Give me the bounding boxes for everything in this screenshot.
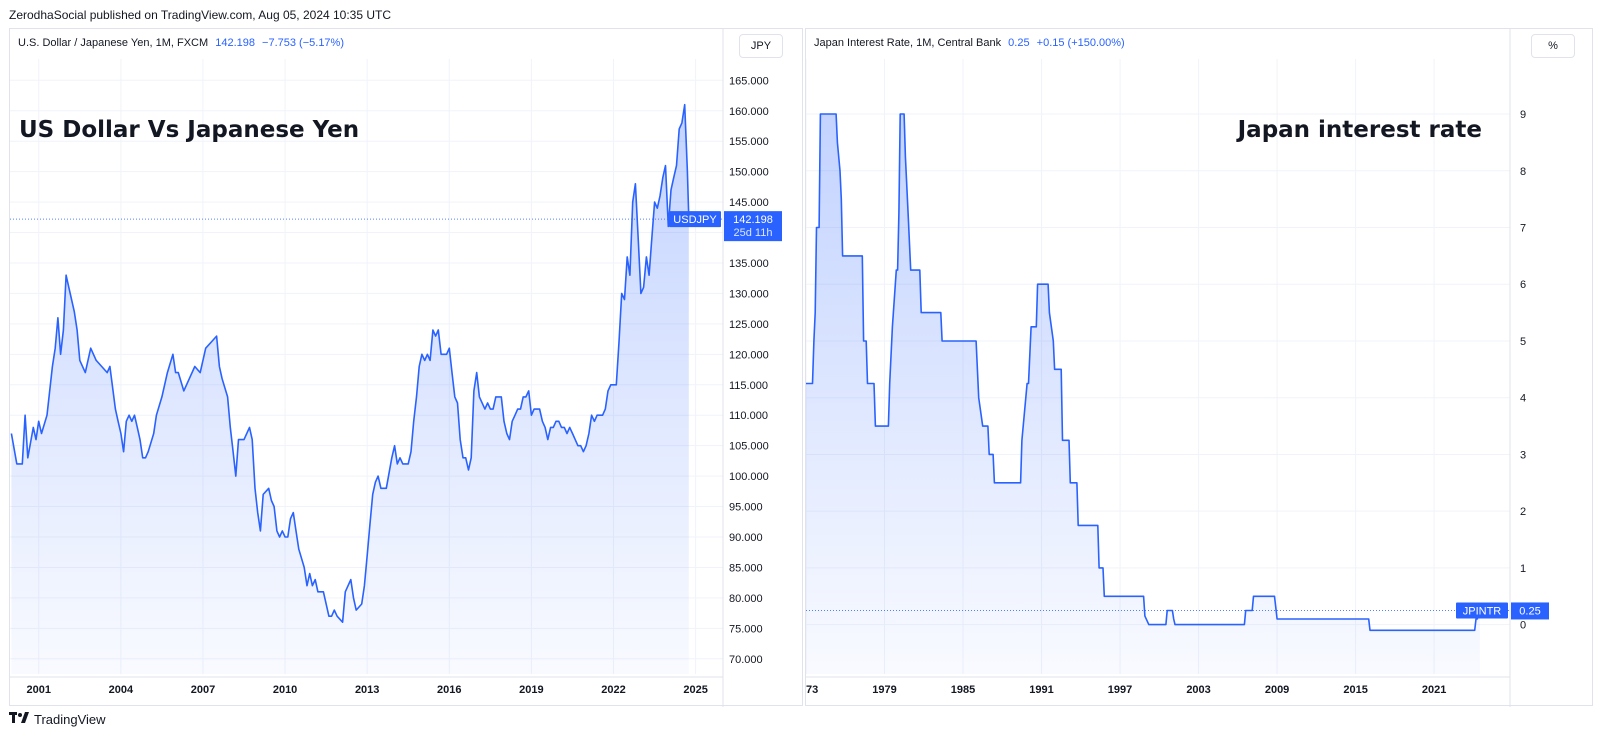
y-tick-label: 100.000 <box>729 471 769 483</box>
y-tick-label: 105.000 <box>729 441 769 453</box>
legend-change: −7.753 (−5.17%) <box>262 37 344 49</box>
y-tick-label: 85.000 <box>729 562 763 574</box>
x-tick-label: 2022 <box>601 684 625 696</box>
series-area-fill <box>11 104 689 674</box>
x-tick-label: 2021 <box>1422 684 1446 696</box>
x-tick-label: 2004 <box>109 684 134 696</box>
x-tick-label: 2010 <box>273 684 297 696</box>
x-tick-label: 1997 <box>1108 684 1132 696</box>
y-tick-label: 155.000 <box>729 136 769 148</box>
y-tick-label: 150.000 <box>729 167 769 179</box>
x-tick-label: 2019 <box>519 684 543 696</box>
y-tick-label: 5 <box>1520 336 1526 348</box>
y-tick-label: 1 <box>1520 563 1526 575</box>
y-tick-label: 6 <box>1520 279 1526 291</box>
y-tick-label: 70.000 <box>729 654 763 666</box>
y-tick-label: 145.000 <box>729 197 769 209</box>
y-tick-label: 110.000 <box>729 410 768 422</box>
x-tick-label: 2025 <box>683 684 707 696</box>
series-line <box>806 113 1481 632</box>
publish-header: ZerodhaSocial published on TradingView.c… <box>9 8 392 22</box>
y-tick-label: 90.000 <box>729 532 763 544</box>
y-tick-label: 120.000 <box>729 349 769 361</box>
tradingview-logo-icon <box>9 712 29 727</box>
percent-unit-button[interactable]: % <box>1531 34 1575 58</box>
y-tick-label: 4 <box>1520 393 1526 405</box>
y-tick-label: 165.000 <box>729 75 769 87</box>
legend-value: 142.198 <box>215 37 255 49</box>
y-tick-label: 7 <box>1520 223 1526 235</box>
usdjpy-legend: U.S. Dollar / Japanese Yen, 1M, FXCM 142… <box>18 37 344 49</box>
series-area-fill <box>806 114 1480 674</box>
x-tick-label: 1973 <box>806 684 818 696</box>
y-tick-label: 115.000 <box>729 380 768 392</box>
x-tick-label: 1985 <box>951 684 975 696</box>
last-value-label: 142.198 <box>733 214 773 226</box>
x-tick-label: 2016 <box>437 684 461 696</box>
y-tick-label: 9 <box>1520 109 1526 121</box>
countdown-label: 25d 11h <box>734 227 773 239</box>
legend-symbol: U.S. Dollar / Japanese Yen, 1M, FXCM <box>18 37 209 49</box>
x-tick-label: 2003 <box>1186 684 1210 696</box>
last-symbol-label: USDJPY <box>673 214 717 226</box>
legend-symbol: Japan Interest Rate, 1M, Central Bank <box>814 37 1002 49</box>
x-tick-label: 2015 <box>1343 684 1367 696</box>
legend-value: 0.25 <box>1008 37 1030 49</box>
x-tick-label: 1979 <box>872 684 896 696</box>
currency-unit-button[interactable]: JPY <box>739 34 783 58</box>
last-value-tag <box>724 211 782 242</box>
last-symbol-label: JPINTR <box>1463 605 1502 617</box>
jpintr-legend: Japan Interest Rate, 1M, Central Bank 0.… <box>814 37 1125 49</box>
y-tick-label: 95.000 <box>729 502 763 514</box>
last-symbol-tag <box>669 211 721 228</box>
legend-change: +0.15 (+150.00%) <box>1036 37 1125 49</box>
tradingview-footer[interactable]: TradingView <box>9 712 106 727</box>
x-tick-label: 1991 <box>1029 684 1053 696</box>
chart-overlay-title: Japan interest rate <box>1237 117 1482 143</box>
y-tick-label: 160.000 <box>729 106 769 118</box>
y-tick-label: 8 <box>1520 166 1526 178</box>
chart-overlay-title: US Dollar Vs Japanese Yen <box>19 117 360 143</box>
y-tick-label: 125.000 <box>729 319 769 331</box>
x-tick-label: 2013 <box>355 684 379 696</box>
x-tick-label: 2009 <box>1265 684 1289 696</box>
y-tick-label: 0 <box>1520 620 1526 632</box>
x-tick-label: 2001 <box>26 684 50 696</box>
series-line <box>10 103 690 623</box>
usdjpy-chart-panel[interactable]: 165.000160.000155.000150.000145.000140.0… <box>9 28 804 707</box>
jpintr-chart[interactable]: 9 8 7 6 5 4 3 2 1 0 1973 1979 1985 1991 1997 2003 2009 20… <box>806 29 1594 707</box>
last-value-label: 0.25 <box>1519 605 1540 617</box>
x-tick-label: 2007 <box>191 684 215 696</box>
y-tick-label: 75.000 <box>729 623 763 635</box>
brand-name: TradingView <box>34 712 106 727</box>
y-tick-label: 135.000 <box>729 258 769 270</box>
jpintr-chart-panel[interactable]: 9 8 7 6 5 4 3 2 1 0 1973 1979 1985 1991 1997 2003 2009 20… <box>805 28 1594 707</box>
y-tick-label: 3 <box>1520 449 1526 461</box>
y-tick-label: 80.000 <box>729 593 763 605</box>
usdjpy-chart[interactable]: 165.000160.000155.000150.000145.000140.0… <box>10 29 804 707</box>
last-value-tag <box>1511 602 1549 620</box>
last-symbol-tag <box>1456 602 1508 619</box>
y-tick-label: 2 <box>1520 506 1526 518</box>
y-tick-label: 130.000 <box>729 288 769 300</box>
